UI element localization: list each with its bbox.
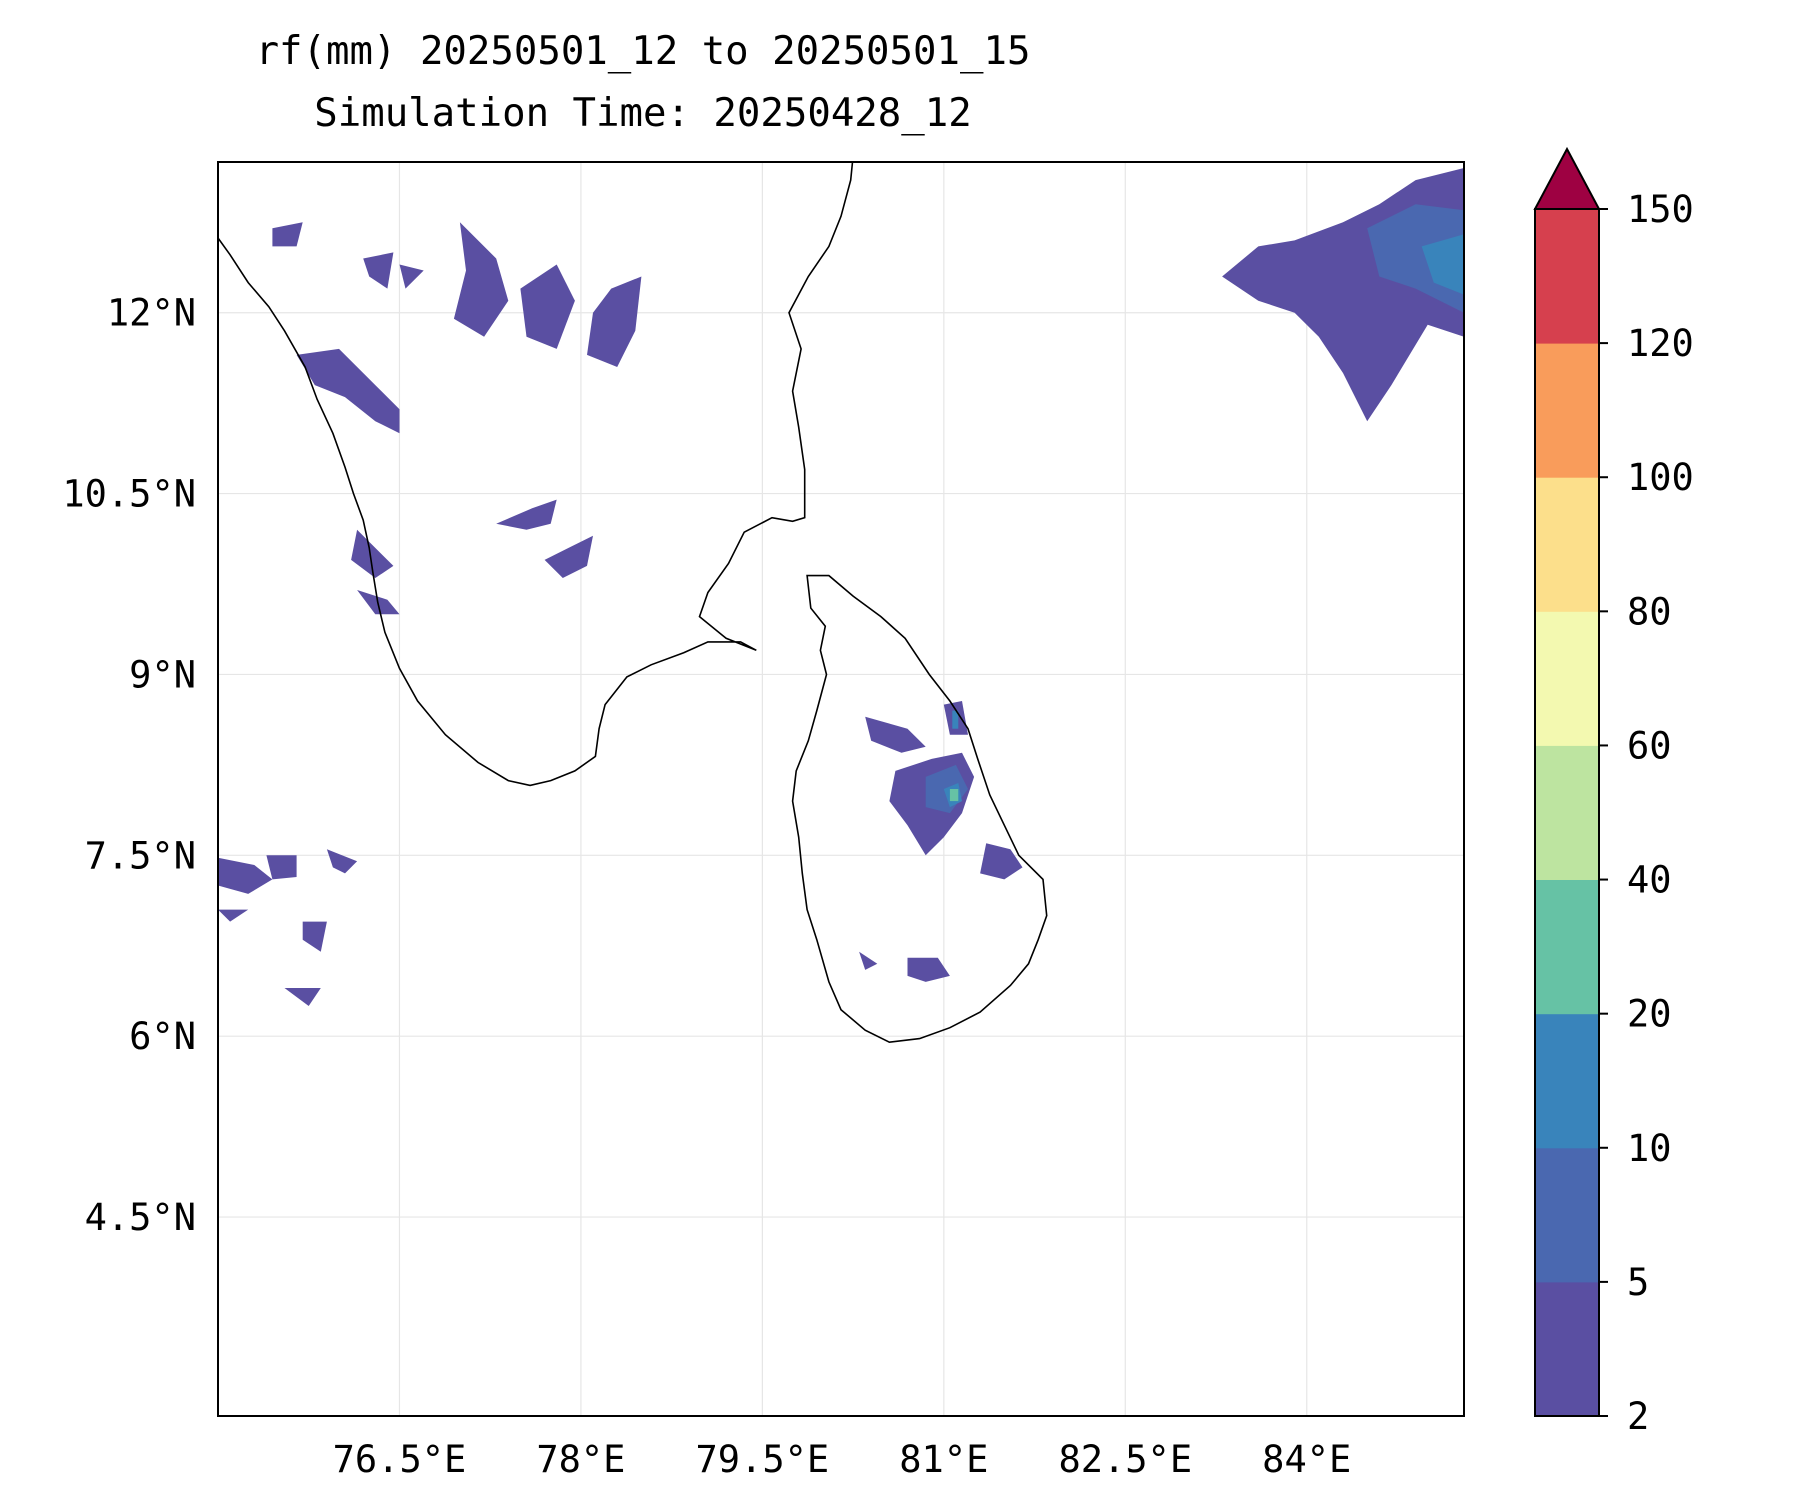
- lon-axis: 76.5°E 78°E 79.5°E 81°E 82.5°E 84°E: [333, 1438, 1352, 1481]
- rainfall-patch: [272, 222, 303, 247]
- rainfall-patch: [363, 252, 394, 289]
- sri-lanka-coastline: [791, 574, 1048, 1044]
- coastlines: [218, 162, 1048, 1044]
- colorbar-tick-label: 20: [1627, 993, 1672, 1036]
- colorbar-tick-label: 100: [1627, 456, 1694, 499]
- colorbar-segment: [1535, 745, 1599, 880]
- title-line-1: rf(mm) 20250501_12 to 20250501_15: [255, 29, 1031, 74]
- colorbar-tick-label: 2: [1627, 1395, 1649, 1438]
- rainfall-layer: [218, 168, 1464, 1006]
- rainfall-patch: [302, 921, 327, 952]
- rainfall-patch: [544, 535, 593, 578]
- rainfall-patch: [1421, 234, 1464, 295]
- colorbar-segment: [1535, 209, 1599, 344]
- rainfall-patch: [399, 264, 424, 289]
- rainfall-patch: [907, 957, 950, 982]
- colorbar-frame: [1534, 208, 1600, 1417]
- lon-tick-label: 81°E: [899, 1438, 988, 1481]
- colorbar-tick-label: 80: [1627, 590, 1672, 633]
- rainfall-patch: [520, 264, 575, 349]
- colorbar-segment: [1535, 343, 1599, 478]
- lat-tick-label: 9°N: [129, 653, 196, 696]
- lat-axis: 4.5°N 6°N 7.5°N 9°N 10.5°N 12°N: [62, 292, 196, 1239]
- rainfall-patch: [865, 716, 926, 753]
- rainfall-patch: [496, 499, 557, 530]
- rainfall-patch: [326, 849, 358, 874]
- colorbar-segment: [1535, 611, 1599, 746]
- colorbar-segment: [1535, 477, 1599, 612]
- colorbar-segment: [1535, 1281, 1599, 1417]
- rainfall-patch: [1367, 204, 1464, 313]
- colorbar-tick-label: 120: [1627, 322, 1694, 365]
- colorbar: 2 5 10 20 40 60 80 100 120 150: [1533, 146, 1694, 1438]
- rainfall-patch: [949, 789, 959, 802]
- rainfall-patch: [453, 222, 509, 337]
- rainfall-patch: [284, 988, 321, 1006]
- lat-tick-label: 10.5°N: [62, 473, 196, 516]
- colorbar-tick-label: 5: [1627, 1261, 1649, 1304]
- rainfall-patch: [296, 348, 400, 434]
- colorbar-tick-label: 10: [1627, 1127, 1672, 1170]
- rainfall-patch: [351, 529, 394, 578]
- india-coastline: [218, 162, 854, 787]
- colorbar-segment: [1535, 1013, 1599, 1149]
- rainfall-patch: [952, 710, 959, 729]
- lat-tick-label: 4.5°N: [85, 1196, 196, 1239]
- lon-tick-label: 82.5°E: [1058, 1438, 1192, 1481]
- rainfall-patch: [266, 855, 297, 880]
- colorbar-extend-arrow: [1533, 146, 1601, 210]
- map-frame: [217, 161, 1465, 1417]
- rainfall-patch: [859, 951, 878, 970]
- colorbar-segment: [1535, 879, 1599, 1015]
- lat-tick-label: 6°N: [129, 1015, 196, 1058]
- rainfall-patch: [587, 276, 642, 367]
- lat-tick-label: 7.5°N: [85, 834, 196, 877]
- lon-tick-label: 79.5°E: [696, 1438, 830, 1481]
- rainfall-patch: [218, 909, 249, 922]
- rainfall-patch: [980, 843, 1023, 880]
- lat-tick-label: 12°N: [107, 292, 196, 335]
- title-line-2: Simulation Time: 20250428_12: [314, 91, 972, 136]
- colorbar-segment: [1535, 1147, 1599, 1283]
- colorbar-tick-label: 60: [1627, 724, 1672, 767]
- colorbar-tick-label: 40: [1627, 859, 1672, 902]
- colorbar-tick-label: 150: [1627, 188, 1694, 231]
- lon-tick-label: 84°E: [1262, 1438, 1351, 1481]
- lon-tick-label: 76.5°E: [333, 1438, 467, 1481]
- rainfall-patch: [218, 857, 273, 894]
- gridlines: [218, 162, 1464, 1416]
- lon-tick-label: 78°E: [536, 1438, 625, 1481]
